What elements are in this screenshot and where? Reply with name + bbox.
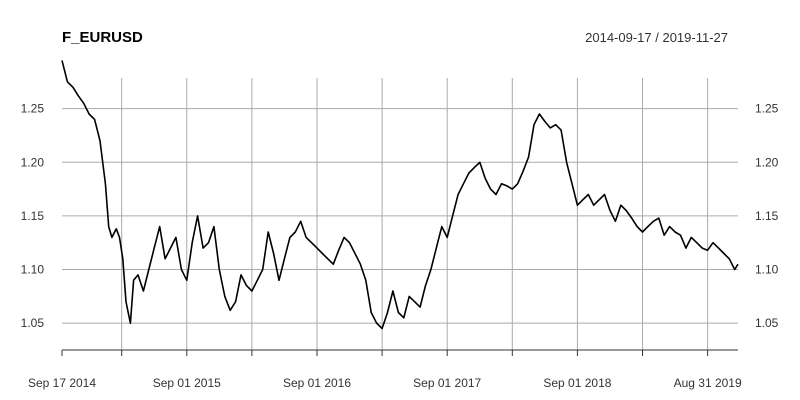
x-tick-label: Sep 01 2015 <box>153 376 221 390</box>
x-tick-label: Sep 01 2018 <box>543 376 611 390</box>
y-tick-label-right: 1.25 <box>755 102 779 116</box>
date-range: 2014-09-17 / 2019-11-27 <box>585 30 728 45</box>
x-tick-label: Sep 01 2016 <box>283 376 351 390</box>
y-tick-label-left: 1.25 <box>21 102 45 116</box>
x-tick-label: Sep 01 2017 <box>413 376 481 390</box>
y-axis-left: 1.05 1.10 1.15 1.20 1.25 <box>21 102 45 331</box>
x-tick-label: Sep 17 2014 <box>28 376 96 390</box>
series-layer <box>61 60 739 330</box>
chart-title: F_EURUSD <box>62 29 143 46</box>
y-axis-right: 1.05 1.10 1.15 1.20 1.25 <box>755 102 779 331</box>
y-tick-label-left: 1.15 <box>21 209 45 223</box>
x-axis: Sep 17 2014 Sep 01 2015 Sep 01 2016 Sep 01 … <box>28 349 742 390</box>
y-tick-label-left: 1.05 <box>21 316 45 330</box>
y-tick-label-left: 1.20 <box>21 155 45 169</box>
series-line-f_eurusd <box>61 60 739 330</box>
y-tick-label-left: 1.10 <box>21 263 45 277</box>
grid <box>62 78 738 350</box>
y-tick-label-right: 1.05 <box>755 316 779 330</box>
x-tick-label: Aug 31 2019 <box>674 376 742 390</box>
y-tick-label-right: 1.20 <box>755 155 779 169</box>
y-tick-label-right: 1.10 <box>755 263 779 277</box>
y-tick-label-right: 1.15 <box>755 209 779 223</box>
